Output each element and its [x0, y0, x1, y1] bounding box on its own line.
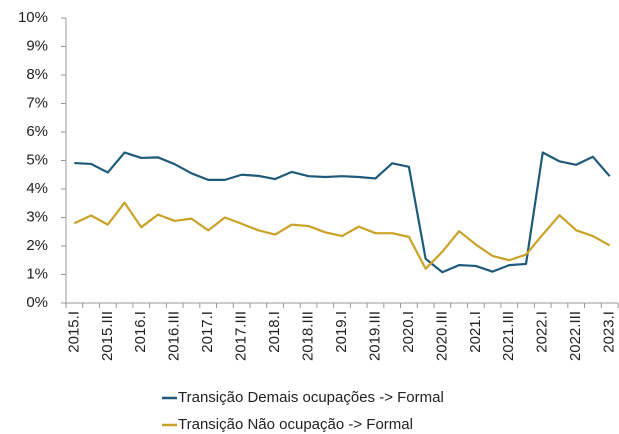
- y-tick-label: 3%: [26, 208, 48, 225]
- y-tick-label: 5%: [26, 151, 48, 168]
- x-tick-label: 2020.I: [400, 311, 417, 353]
- x-tick-label: 2022.III: [567, 311, 584, 361]
- legend-label: Transição Não ocupação -> Formal: [178, 416, 413, 433]
- x-tick-label: 2015.III: [99, 311, 116, 361]
- x-tick-label: 2017.III: [233, 311, 250, 361]
- y-tick-label: 4%: [26, 180, 48, 197]
- x-tick-label: 2019.III: [366, 311, 383, 361]
- x-tick-label: 2018.III: [300, 311, 317, 361]
- y-tick-label: 9%: [26, 37, 48, 54]
- y-tick-label: 2%: [26, 237, 48, 254]
- x-tick-label: 2017.I: [199, 311, 216, 353]
- series-line: [74, 151, 611, 274]
- x-tick-label: 2022.I: [534, 311, 551, 353]
- x-tick-label: 2019.I: [333, 311, 350, 353]
- y-tick-label: 6%: [26, 123, 48, 140]
- legend-label: Transição Demais ocupações -> Formal: [178, 389, 444, 406]
- x-tick-label: 2018.I: [266, 311, 283, 353]
- y-tick-label: 8%: [26, 66, 48, 83]
- y-tick-label: 1%: [26, 265, 48, 282]
- x-tick-label: 2016.III: [166, 311, 183, 361]
- y-tick-label: 10%: [18, 9, 48, 26]
- x-tick-label: 2021.I: [467, 311, 484, 353]
- x-tick-label: 2016.I: [132, 311, 149, 353]
- y-tick-label: 7%: [26, 94, 48, 111]
- x-tick-label: 2020.III: [433, 311, 450, 361]
- y-tick-label: 0%: [26, 294, 48, 311]
- series-line: [73, 201, 611, 270]
- x-tick-label: 2021.III: [500, 311, 517, 361]
- x-tick-label: 2023.I: [601, 311, 618, 353]
- x-tick-label: 2015.I: [65, 311, 82, 353]
